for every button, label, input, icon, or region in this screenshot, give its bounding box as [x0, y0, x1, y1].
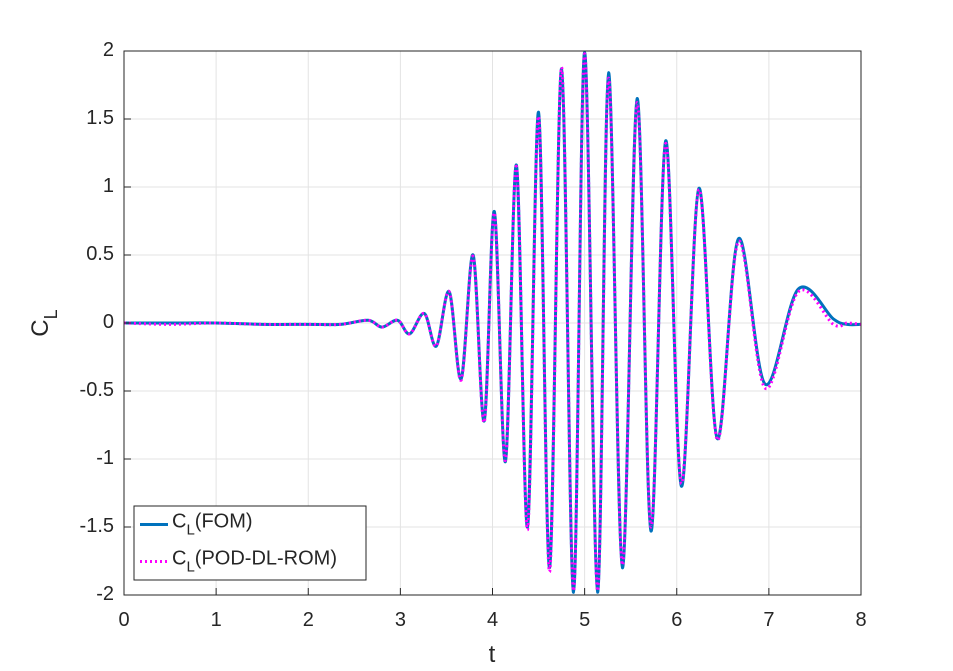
legend: CL(FOM) CL(POD-DL-ROM): [133, 505, 367, 581]
x-tick-label: 5: [579, 609, 590, 631]
y-tick-label: 1: [103, 175, 114, 197]
x-tick-label: 6: [671, 609, 682, 631]
legend-box: [133, 505, 367, 581]
x-tick-label: 2: [303, 609, 314, 631]
y-tick-label: 2: [103, 39, 114, 61]
x-tick-label: 7: [763, 609, 774, 631]
x-tick-label: 0: [118, 609, 129, 631]
y-tick-label: -2: [96, 583, 114, 605]
x-tick-label: 3: [395, 609, 406, 631]
y-tick-label: 1.5: [86, 107, 114, 129]
y-axis-label: CL: [27, 309, 60, 336]
data-line: [123, 52, 862, 593]
ticks: 0 1 2 3 4 5 6 7 8 -2 -1.5 -1 -0.5 0 0.5 1 1.5 2: [80, 39, 867, 631]
y-tick-label: -1: [96, 447, 114, 469]
y-tick-label: -0.5: [80, 379, 114, 401]
legend-label: CL(FOM): [172, 511, 253, 539]
x-tick-label: 4: [487, 609, 498, 631]
y-tick-label: 0: [103, 311, 114, 333]
plot-area: [123, 50, 862, 594]
x-axis-label: t: [489, 641, 496, 668]
x-tick-label: 8: [855, 609, 866, 631]
y-tick-label: -1.5: [80, 515, 114, 537]
x-tick-label: 1: [211, 609, 222, 631]
legend-label: CL(POD-DL-ROM): [172, 548, 337, 576]
y-tick-label: 0.5: [86, 243, 114, 265]
